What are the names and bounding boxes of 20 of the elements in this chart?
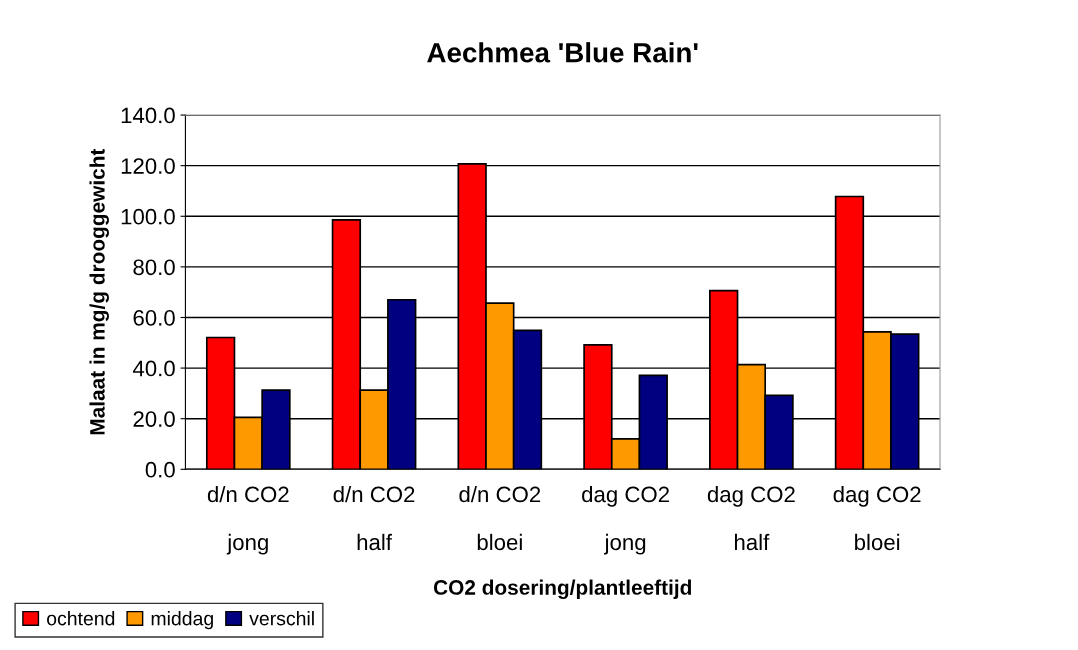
y-axis-title: Malaat in mg/g drooggewicht (89, 148, 109, 435)
y-tick-label: 80.0 (133, 259, 175, 276)
category-label: d/n CO2 half (333, 485, 415, 551)
category-label: dag CO2 jong (582, 485, 669, 555)
y-tick-label: 140.0 (121, 107, 175, 124)
category-label: d/n CO2 bloei (459, 485, 541, 551)
legend-label: middag (151, 611, 213, 630)
category-label: d/n CO2 jong (207, 485, 289, 555)
x-axis-title: CO2 dosering/plantleeftijd (433, 579, 691, 600)
y-tick-label: 60.0 (133, 310, 175, 326)
y-tick-label: 100.0 (121, 208, 175, 225)
category-label: dag CO2 bloei (833, 485, 921, 551)
legend-label: ochtend (47, 611, 115, 626)
chart-title: Aechmea 'Blue Rain' (427, 42, 698, 63)
y-tick-label: 20.0 (133, 411, 175, 427)
category-label: dag CO2 half (707, 485, 795, 551)
y-tick-label: 120.0 (121, 158, 175, 174)
y-tick-label: 40.0 (132, 360, 175, 377)
legend-label: verschil (249, 611, 314, 626)
y-tick-label: 0.0 (145, 461, 175, 478)
